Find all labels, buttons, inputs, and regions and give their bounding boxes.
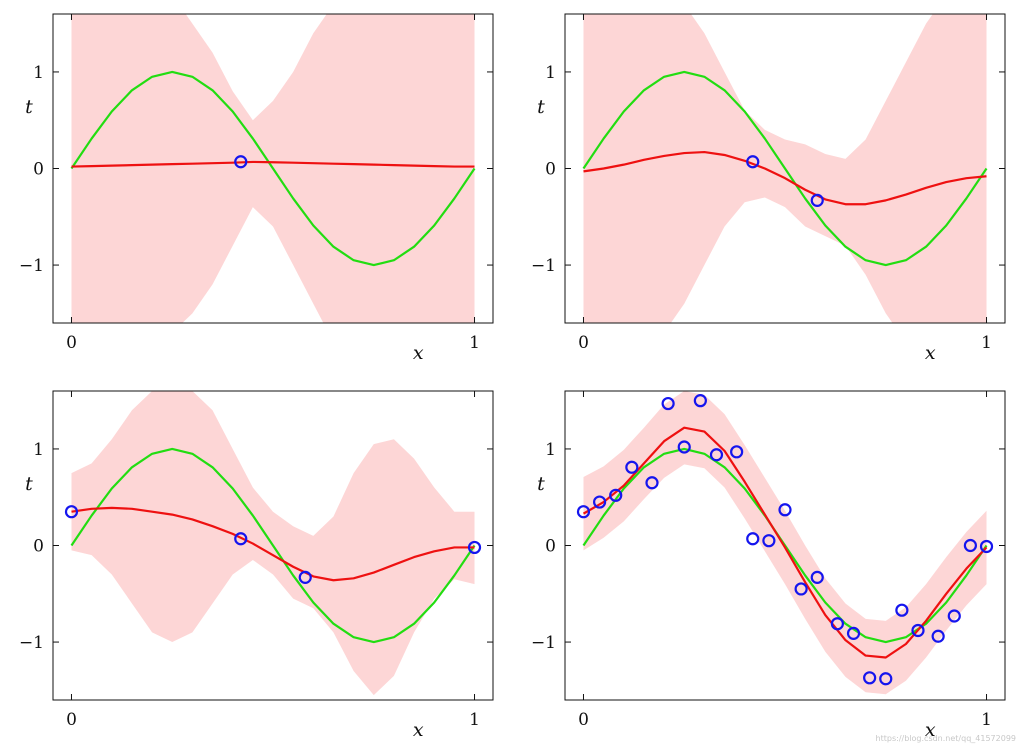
data-point-2 [810, 193, 824, 207]
plot-area [64, 391, 482, 696]
uncertainty-band [583, 391, 987, 695]
data-point-1 [64, 505, 79, 519]
y-tick-label: 1 [33, 63, 44, 83]
data-point-12 [762, 534, 776, 548]
data-point-6 [661, 396, 675, 411]
data-point-22 [931, 629, 945, 643]
data-point-11 [746, 532, 760, 546]
x-axis-label: x [925, 342, 936, 364]
x-tick-label: 1 [469, 333, 480, 353]
x-tick-label: 0 [578, 710, 589, 730]
x-tick-label: 0 [66, 333, 77, 353]
data-point-1 [746, 155, 760, 169]
data-point-24 [963, 538, 977, 553]
data-point-8 [693, 394, 707, 408]
y-axis-label: t [25, 96, 33, 118]
data-point-21 [911, 623, 925, 638]
data-point-4 [467, 540, 482, 555]
chart-panel-2: −1 0 1 0 1 x t [531, 13, 1006, 364]
x-tick-label: 1 [981, 710, 992, 730]
data-point-1 [576, 505, 591, 519]
data-point-2 [234, 532, 248, 546]
y-tick-label: 0 [33, 537, 44, 557]
data-point-1 [234, 155, 248, 169]
data-point-15 [810, 570, 824, 584]
data-point-20 [895, 603, 909, 617]
y-tick-label: −1 [531, 633, 556, 653]
mean-curve [71, 506, 475, 582]
plot-area [70, 14, 476, 323]
data-point-7 [677, 440, 691, 454]
mean-curve [582, 426, 988, 659]
chart-panel-3: −1 0 1 0 1 x t [19, 390, 494, 741]
y-axis-label: t [25, 473, 33, 495]
true-curve [70, 70, 476, 267]
data-point-13 [778, 503, 792, 517]
watermark: https://blog.csdn.net/qq_41572099 [875, 734, 1016, 743]
plot-area [582, 14, 988, 323]
data-point-9 [709, 448, 724, 462]
y-tick-label: 1 [545, 63, 556, 83]
chart-panel-4: −1 0 1 0 1 x t [531, 390, 1006, 741]
x-tick-label: 1 [469, 710, 480, 730]
y-tick-label: 0 [33, 160, 44, 180]
x-axis-label: x [413, 342, 424, 364]
uncertainty-band [71, 391, 475, 696]
y-tick-label: −1 [19, 633, 44, 653]
y-tick-label: 1 [545, 440, 556, 460]
data-point-2 [593, 495, 607, 509]
plot-area [576, 391, 994, 695]
data-point-25 [979, 539, 994, 554]
data-point-3 [609, 488, 623, 502]
x-axis-label: x [925, 719, 936, 741]
mean-curve [71, 160, 475, 168]
data-point-5 [645, 476, 659, 490]
x-tick-label: 0 [66, 710, 77, 730]
data-point-4 [625, 460, 639, 474]
y-tick-label: 1 [33, 440, 44, 460]
x-tick-label: 1 [981, 333, 992, 353]
data-point-23 [947, 609, 961, 623]
data-point-3 [298, 570, 312, 584]
data-point-17 [846, 626, 861, 640]
x-tick-label: 0 [578, 333, 589, 353]
mean-curve [583, 150, 987, 206]
uncertainty-band [583, 14, 987, 323]
y-tick-label: 0 [545, 537, 556, 557]
data-point-14 [794, 582, 808, 596]
y-tick-label: 0 [545, 160, 556, 180]
y-axis-label: t [537, 96, 545, 118]
x-axis-label: x [413, 719, 424, 741]
y-axis-label: t [537, 473, 545, 495]
y-tick-label: −1 [19, 256, 44, 276]
data-point-18 [863, 671, 877, 685]
chart-panel-1: −1 0 1 0 1 x t [19, 13, 494, 364]
true-curve [582, 70, 988, 267]
data-point-16 [830, 617, 844, 631]
true-curve [70, 447, 476, 644]
uncertainty-band [71, 14, 475, 323]
data-point-19 [879, 672, 893, 686]
data-point-10 [730, 445, 744, 459]
y-tick-label: −1 [531, 256, 556, 276]
